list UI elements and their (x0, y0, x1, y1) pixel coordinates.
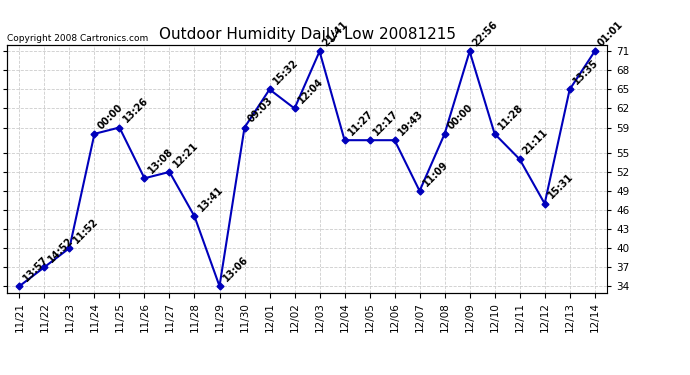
Title: Outdoor Humidity Daily Low 20081215: Outdoor Humidity Daily Low 20081215 (159, 27, 455, 42)
Text: 09:03: 09:03 (246, 96, 275, 125)
Text: 13:41: 13:41 (196, 184, 225, 214)
Text: 14:52: 14:52 (46, 236, 75, 264)
Text: 21:41: 21:41 (321, 20, 350, 49)
Text: 15:31: 15:31 (546, 172, 575, 201)
Text: 12:04: 12:04 (296, 77, 325, 106)
Text: 00:00: 00:00 (96, 102, 125, 131)
Text: 11:28: 11:28 (496, 102, 525, 131)
Text: 15:32: 15:32 (271, 58, 300, 87)
Text: 12:21: 12:21 (171, 140, 200, 169)
Text: 13:26: 13:26 (121, 96, 150, 125)
Text: 13:35: 13:35 (571, 58, 600, 87)
Text: 19:43: 19:43 (396, 108, 425, 137)
Text: 11:52: 11:52 (71, 216, 100, 245)
Text: 13:06: 13:06 (221, 254, 250, 284)
Text: 00:00: 00:00 (446, 102, 475, 131)
Text: 01:01: 01:01 (596, 20, 625, 49)
Text: 13:57: 13:57 (21, 254, 50, 284)
Text: 22:56: 22:56 (471, 20, 500, 49)
Text: 12:17: 12:17 (371, 108, 400, 137)
Text: 11:27: 11:27 (346, 108, 375, 137)
Text: 21:11: 21:11 (521, 128, 550, 156)
Text: 13:08: 13:08 (146, 146, 175, 176)
Text: Copyright 2008 Cartronics.com: Copyright 2008 Cartronics.com (7, 33, 148, 42)
Text: 11:09: 11:09 (421, 159, 450, 188)
